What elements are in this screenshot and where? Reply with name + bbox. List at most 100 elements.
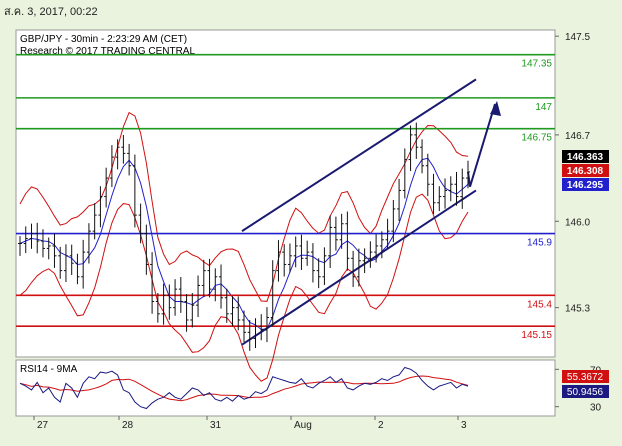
date-stamp: ส.ค. 3, 2017, 00:22 (4, 6, 98, 18)
price-bar (328, 215, 333, 268)
rsi-ma-line (19, 375, 469, 402)
price-bar (425, 153, 430, 197)
price-bar (161, 283, 166, 325)
price-bar (299, 234, 304, 271)
y-tick-label-3: 145.3 (565, 304, 590, 315)
price-bar (339, 213, 344, 249)
price-bar (454, 171, 459, 206)
price-bar (150, 252, 155, 314)
price-bar (167, 284, 172, 320)
level-label-0: 147.35 (521, 59, 552, 70)
price-bar (115, 139, 120, 170)
chart-subtitle: Research © 2017 TRADING CENTRAL (20, 46, 195, 57)
price-bar (155, 293, 160, 323)
price-bar (230, 296, 235, 327)
price-bar (305, 240, 310, 266)
chart-title: GBP/JPY - 30min - 2:23:29 AM (CET) (20, 34, 187, 45)
price-bar (287, 243, 292, 273)
price-bar (264, 307, 269, 343)
price-bar (121, 134, 126, 164)
price-tag-box-0 (562, 150, 609, 163)
price-bar (402, 148, 407, 199)
price-bar (356, 248, 361, 287)
price-tag-label-0: 146.363 (567, 152, 604, 163)
price-bar (207, 258, 212, 298)
level-label-1: 147 (535, 102, 552, 113)
rsi-title: RSI14 - 9MA (20, 364, 78, 375)
price-bar (316, 258, 321, 289)
price-bar (104, 167, 109, 208)
price-bar (40, 229, 45, 258)
x-tick-label-1: 28 (122, 420, 134, 431)
price-bar (322, 247, 327, 286)
price-bar (132, 154, 137, 228)
price-bar (75, 253, 80, 285)
level-label-3: 145.9 (527, 238, 552, 249)
price-bar (69, 244, 74, 276)
price-tag-box-2 (562, 178, 609, 191)
price-bar (345, 211, 350, 271)
price-panel (15, 29, 556, 358)
y-tick-label-0: 147.5 (565, 32, 590, 43)
level-label-5: 145.15 (521, 330, 552, 341)
price-bar (282, 244, 287, 277)
price-bar (18, 236, 22, 256)
price-bar (178, 276, 183, 313)
projection-arrow-line (467, 103, 496, 188)
level-label-4: 145.4 (527, 299, 552, 310)
x-tick-label-2: 31 (210, 420, 222, 431)
price-bar (259, 314, 264, 341)
price-bar (379, 231, 384, 259)
price-bar (431, 173, 436, 215)
price-bar (144, 224, 149, 275)
y-tick-label-2: 146.0 (565, 217, 590, 228)
rsi-tag-box-1 (562, 385, 609, 398)
price-bar (196, 275, 201, 318)
price-tags: 146.363 146.308 146.295 55.3672 50.9456 (562, 150, 609, 398)
rsi-line (19, 366, 469, 410)
price-tag-label-1: 146.308 (567, 166, 604, 177)
price-bar (46, 237, 51, 260)
price-bar (420, 139, 425, 174)
price-bars (18, 122, 470, 351)
price-bar (242, 310, 246, 343)
price-bar (391, 199, 396, 243)
x-tick-label-0: 27 (37, 420, 49, 431)
price-tag-label-2: 146.295 (567, 180, 604, 191)
price-bar (437, 186, 442, 212)
price-bar (58, 246, 63, 279)
price-bar (63, 244, 68, 283)
rsi-tag-label-0: 55.3672 (567, 372, 604, 383)
level-lines: 147.35 147 146.75 145.9 145.4 145.15 (16, 53, 555, 341)
price-bar (29, 223, 34, 249)
price-bar (374, 234, 379, 263)
rsi-lines (19, 366, 469, 410)
price-bar (397, 178, 402, 221)
price-bar (460, 168, 465, 209)
price-bar (333, 216, 338, 251)
price-bar (23, 226, 28, 254)
x-tick-label-4: 2 (378, 420, 384, 431)
price-bar (86, 223, 91, 264)
rsi-panel (15, 359, 556, 417)
price-bar (224, 288, 229, 323)
rsi-tag-box-0 (562, 370, 609, 383)
projection-arrow-head (490, 101, 501, 117)
price-bar (138, 203, 143, 244)
price-bar (127, 143, 132, 176)
price-bar (236, 296, 241, 331)
price-bar (92, 203, 97, 240)
price-bar (81, 239, 86, 289)
bollinger-lower-band (19, 193, 469, 382)
y-tick-label-1: 146.7 (565, 131, 590, 142)
price-bar (414, 122, 419, 159)
price-bar (368, 241, 373, 268)
price-bar (448, 176, 453, 202)
price-bar (408, 125, 413, 172)
price-bar (173, 279, 178, 316)
price-bar (109, 145, 114, 188)
price-bar (293, 236, 298, 268)
price-bar (247, 320, 252, 351)
price-bar (276, 240, 281, 282)
